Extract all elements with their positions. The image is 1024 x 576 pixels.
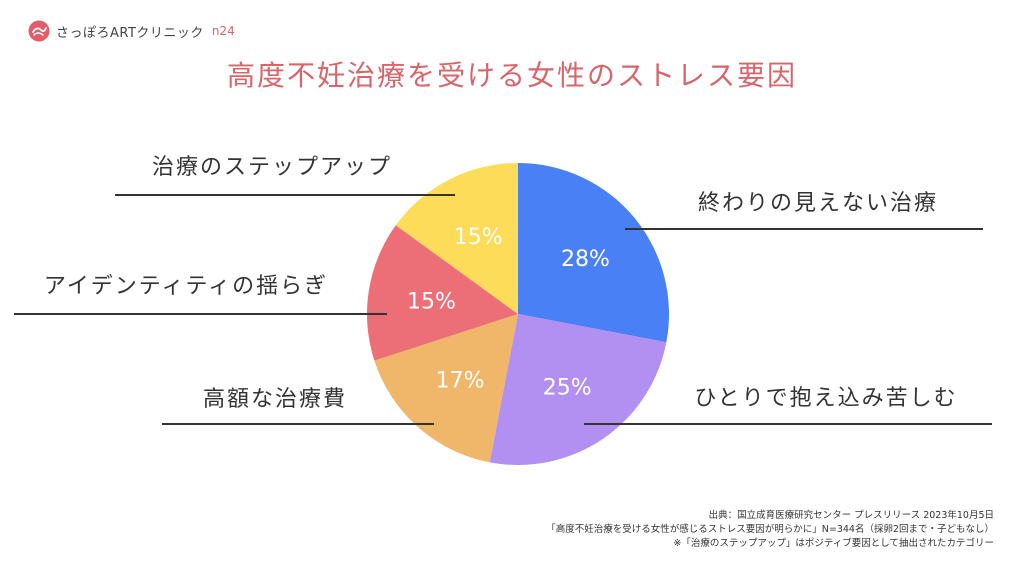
source-line-3: ※「治療のステップアップ」はポジティブ要因として抽出されたカテゴリー [673, 538, 994, 549]
category-label: 高額な治療費 [203, 387, 347, 412]
category-label: アイデンティティの揺らぎ [44, 274, 328, 299]
slice-percent-label: 25% [543, 375, 592, 400]
source-line-1: 出典：国立成育医療研究センター プレスリリース 2023年10月5日 [708, 510, 994, 521]
pie-slice [366, 225, 518, 361]
slice-percent-label: 28% [561, 247, 610, 272]
category-label: ひとりで抱え込み苦しむ [694, 386, 957, 411]
source-note: 出典：国立成育医療研究センター プレスリリース 2023年10月5日 「高度不妊… [546, 509, 994, 551]
category-label: 治療のステップアップ [152, 155, 392, 180]
slice-percent-label: 15% [407, 289, 456, 314]
page-title: 高度不妊治療を受ける女性のストレス要因 [226, 59, 797, 92]
slice-percent-label: 17% [436, 369, 485, 394]
pie-slice [395, 163, 518, 314]
category-label: 終わりの見えない治療 [698, 191, 938, 216]
brand-name: さっぽろARTクリニック [56, 25, 204, 41]
pie-slice [374, 314, 518, 463]
source-line-2: 「高度不妊治療を受ける女性が感じるストレス要因が明らかに」N=344名（採卵2回… [546, 524, 994, 535]
slice-percent-label: 15% [454, 225, 503, 250]
clinic-logo-icon [28, 20, 50, 42]
pie-slice [489, 314, 667, 466]
brand: さっぽろARTクリニック n24 [28, 20, 235, 42]
brand-tag: n24 [211, 24, 235, 38]
pie-slice [518, 163, 670, 343]
